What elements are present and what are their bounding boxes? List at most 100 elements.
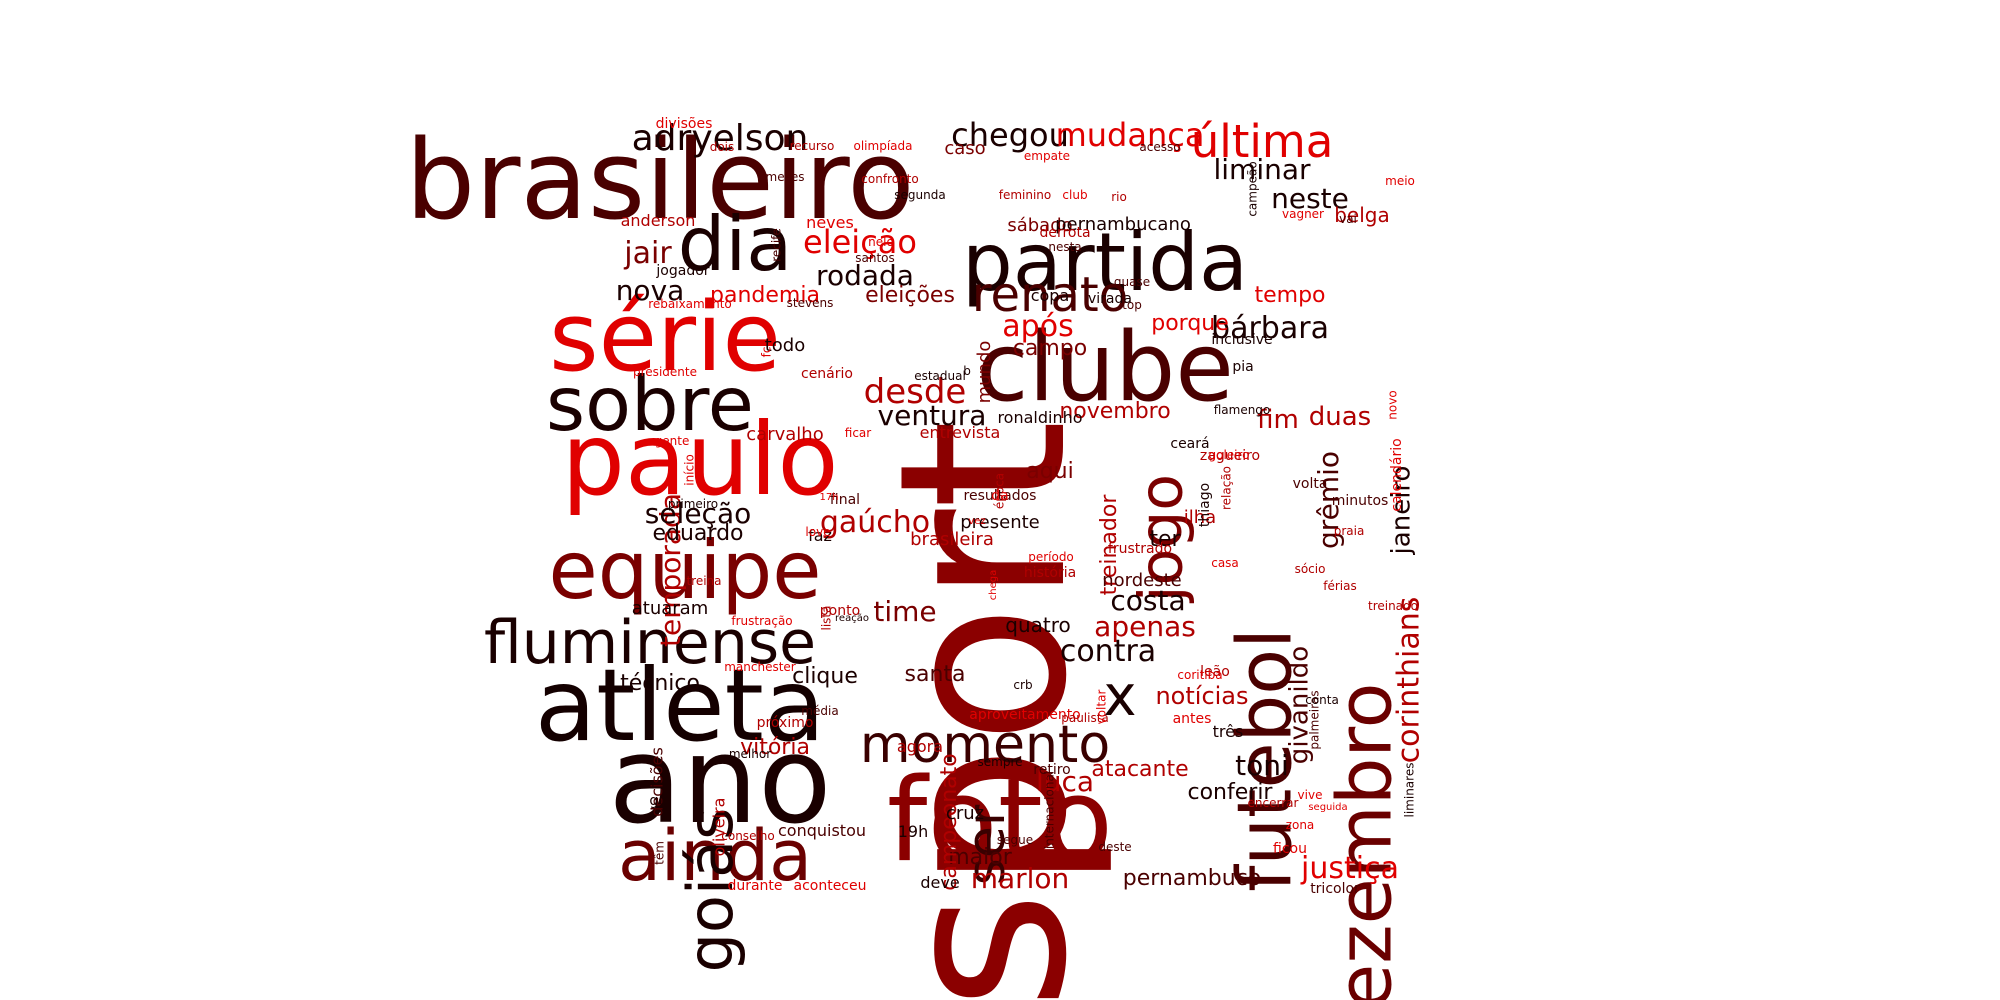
word: janeiro <box>1387 466 1417 556</box>
word: conferir <box>1188 780 1274 805</box>
word: agora <box>897 737 943 756</box>
word: coritiba <box>1177 668 1222 682</box>
word: casa <box>1211 556 1239 570</box>
word: conquistou <box>778 821 866 840</box>
word: seguida <box>1308 802 1347 813</box>
word: anderson <box>621 211 696 230</box>
word: internacional <box>1043 771 1057 849</box>
word: copa <box>1031 286 1070 305</box>
word: antes <box>1173 711 1212 727</box>
word: ceará <box>1170 436 1209 452</box>
word: eleições <box>865 283 955 308</box>
word: club <box>1062 188 1087 202</box>
word: santos <box>855 251 895 265</box>
word: série <box>549 283 781 393</box>
word: rebaixamento <box>648 297 732 311</box>
word: confronto <box>861 172 918 186</box>
word: conselho <box>721 829 774 843</box>
word: empate <box>1024 149 1070 163</box>
word: segunda <box>894 188 945 202</box>
word: pia <box>1232 359 1253 375</box>
word: porque <box>1151 311 1229 336</box>
word: final <box>830 492 860 508</box>
word: pandemia <box>710 283 820 308</box>
word: inclusive <box>1211 332 1272 348</box>
word: quase <box>1114 275 1150 289</box>
word: início <box>683 454 697 486</box>
word: eduardo <box>652 521 743 546</box>
word: nova <box>616 274 685 307</box>
word: brasileiro <box>405 116 914 244</box>
word: campo <box>1013 336 1087 361</box>
word: foto <box>887 754 1113 888</box>
word: novo <box>1386 390 1400 419</box>
word: ilha <box>1184 507 1216 528</box>
word: 19h <box>898 822 929 841</box>
word: após <box>1002 309 1073 344</box>
word: leão <box>1200 664 1230 680</box>
word: atleta <box>535 647 825 764</box>
word: justiça <box>1300 851 1399 886</box>
word: ano <box>608 712 831 851</box>
word: seleção <box>645 497 752 530</box>
word: oliveira <box>710 798 729 857</box>
word: grêmio <box>1312 451 1345 549</box>
word: época <box>993 473 1007 509</box>
word: paulista <box>1061 711 1109 725</box>
word: treinado <box>1368 599 1418 613</box>
word: deve <box>920 873 959 892</box>
word: marlon <box>971 862 1070 895</box>
word: stevens <box>787 296 834 310</box>
word: apenas <box>1094 610 1196 643</box>
word: ainda <box>618 815 812 897</box>
word: neste <box>1271 182 1349 215</box>
word: presidente <box>633 365 697 379</box>
word: faz <box>808 526 832 545</box>
word: campeonato <box>937 753 962 890</box>
word: próximo <box>757 715 814 731</box>
word: brasileira <box>910 529 994 550</box>
word: chega <box>988 570 999 600</box>
word: período <box>1028 550 1074 564</box>
word: rio <box>1111 190 1127 204</box>
word: b <box>963 364 971 378</box>
word: aqui <box>1026 459 1074 484</box>
word: nesta <box>1048 240 1081 254</box>
word: virada <box>1088 291 1132 307</box>
word: carvalho <box>746 424 823 445</box>
word: quatro <box>1005 613 1071 637</box>
word: pernambuco <box>1123 866 1261 891</box>
word: aconteceu <box>793 878 866 894</box>
word: thiago <box>1197 483 1213 527</box>
word: treina <box>686 574 721 588</box>
word: ficar <box>845 426 872 440</box>
word: calendário <box>1389 438 1405 511</box>
word: mundo <box>974 341 995 404</box>
word: ficou <box>1273 841 1307 857</box>
word: flamengo <box>1214 403 1271 417</box>
word: voltar <box>1095 690 1109 725</box>
word: meio <box>1385 174 1415 188</box>
word: paulo <box>561 401 838 518</box>
word: gaúcho <box>820 505 930 540</box>
word: crb <box>1013 678 1032 692</box>
word: reação <box>835 613 869 624</box>
word: minutos <box>1332 493 1389 509</box>
word: estadual <box>914 369 966 383</box>
word: média <box>801 704 838 718</box>
word: liminar <box>1213 153 1311 186</box>
word: relação <box>1220 466 1234 510</box>
word: rodada <box>816 259 914 292</box>
word: vez <box>968 516 985 527</box>
word: ronaldinho <box>997 408 1082 427</box>
word: nordeste <box>1102 570 1182 591</box>
word: equipe <box>549 524 822 617</box>
word: luca <box>1036 765 1094 798</box>
word: acesso <box>1139 140 1180 154</box>
word: frustração <box>731 614 792 628</box>
word: encerrar <box>1248 796 1299 810</box>
word: maior <box>948 845 1012 870</box>
word: caso <box>944 138 985 159</box>
word: cenário <box>801 366 853 382</box>
